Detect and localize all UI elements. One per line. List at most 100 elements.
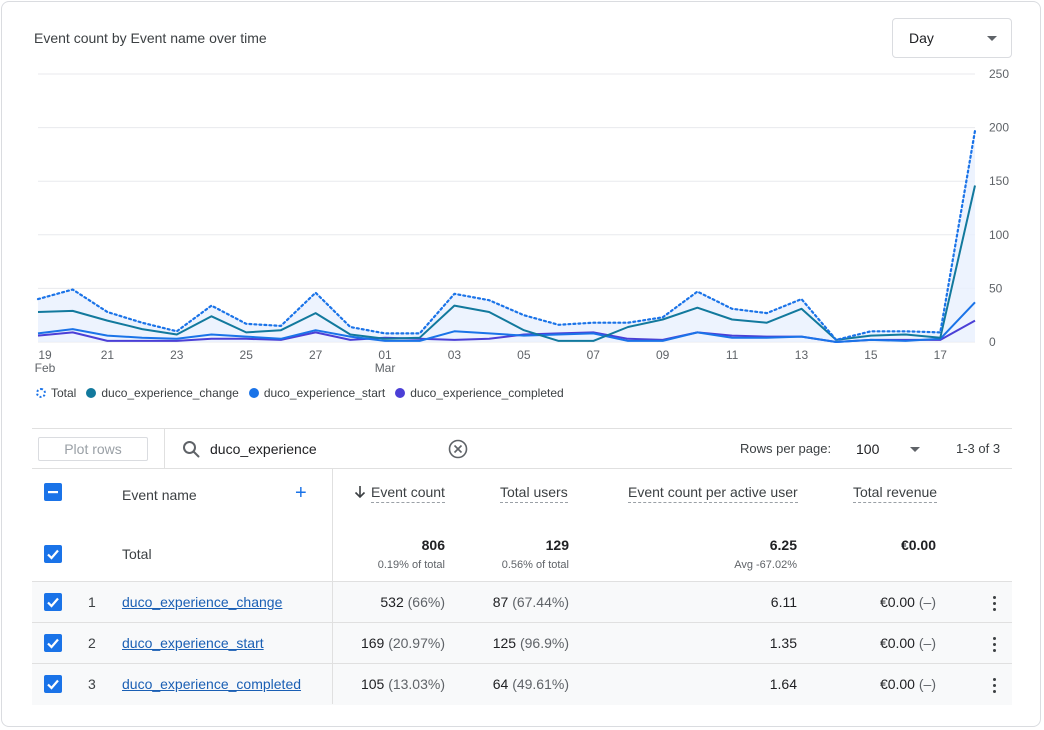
dimension-header[interactable]: Event name (122, 487, 197, 503)
event-name-link[interactable]: duco_experience_change (122, 594, 283, 610)
legend-swatch (395, 388, 406, 398)
more-vert-icon[interactable] (986, 672, 1002, 696)
x-tick-label: 03 (448, 348, 462, 362)
series-line-duco-experience-start (37, 301, 976, 343)
toolbar-divider (164, 429, 165, 469)
row-event-count: 532 (66%) (380, 594, 445, 610)
row-checkbox[interactable] (44, 634, 62, 652)
clear-search-icon[interactable] (448, 439, 468, 459)
rows-per-page-label: Rows per page: (740, 441, 832, 456)
totals-users-share: 0.56% of total (501, 559, 569, 571)
add-dimension-icon[interactable]: + (295, 482, 307, 504)
x-tick-label: 27 (309, 348, 323, 362)
checkmark-icon (47, 679, 59, 690)
total-area-fill (38, 130, 975, 342)
total-users-pct: (49.61%) (512, 676, 569, 692)
row-total-users: 125 (96.9%) (493, 635, 569, 651)
y-tick-label: 250 (989, 67, 1009, 81)
totals-checkbox[interactable] (44, 545, 62, 563)
time-granularity-select[interactable]: Day (892, 18, 1012, 58)
x-tick-label: 13 (795, 348, 809, 362)
plot-rows-button[interactable]: Plot rows (38, 437, 148, 461)
chevron-down-icon (910, 447, 920, 452)
row-total-users: 64 (49.61%) (493, 676, 569, 692)
rows-per-page-select[interactable]: 100 (854, 433, 920, 465)
totals-event-count: 806 (421, 537, 445, 553)
y-tick-label: 100 (989, 228, 1009, 242)
event-count-header[interactable]: Event count (371, 484, 445, 503)
table-row: 2 duco_experience_start 169 (20.97%) 125… (32, 622, 1012, 664)
more-vert-icon[interactable] (986, 631, 1002, 655)
row-event-count: 169 (20.97%) (361, 635, 445, 651)
revenue-value: €0.00 (879, 635, 915, 651)
select-all-checkbox[interactable] (44, 483, 62, 501)
event-count-pct: (13.03%) (388, 676, 445, 692)
revenue-pct: (–) (918, 676, 936, 692)
event-count-per-user-header[interactable]: Event count per active user (628, 484, 798, 503)
series-line-total (36, 129, 977, 341)
revenue-value: €0.00 (879, 676, 915, 692)
checkmark-icon (47, 597, 59, 608)
series-line-duco-experience-change (37, 185, 976, 342)
table-toolbar: Plot rows Rows per page: 100 1-3 of 3 (32, 428, 1012, 469)
x-tick-label: 09 (656, 348, 670, 362)
row-index: 1 (88, 594, 96, 610)
y-tick-label: 150 (989, 174, 1009, 188)
column-divider (332, 468, 333, 704)
x-tick-label: 23 (170, 348, 184, 362)
totals-per-user-avg: Avg -67.02% (734, 559, 797, 571)
table-row: 1 duco_experience_change 532 (66%) 87 (6… (32, 581, 1012, 623)
page-range: 1-3 of 3 (956, 441, 1001, 456)
x-tick-label: 11 (726, 348, 739, 362)
event-count-pct: (20.97%) (388, 635, 445, 651)
x-tick-label: 19 (38, 348, 52, 362)
chart-title: Event count by Event name over time (34, 30, 267, 46)
legend-item[interactable]: duco_experience_start (248, 386, 386, 400)
legend-label: duco_experience_start (263, 386, 386, 400)
chart-legend: Total duco_experience_change duco_experien… (36, 386, 574, 400)
row-index: 2 (88, 635, 96, 651)
total-revenue-header[interactable]: Total revenue (853, 484, 938, 503)
legend-swatch (86, 388, 97, 398)
y-tick-label: 200 (989, 121, 1009, 135)
event-count-pct: (66%) (407, 594, 445, 610)
event-name-link[interactable]: duco_experience_completed (122, 676, 302, 692)
row-checkbox[interactable] (44, 593, 62, 611)
x-tick-label: 01 (378, 348, 392, 362)
legend-label: duco_experience_change (101, 386, 239, 400)
table-row: 3 duco_experience_completed 105 (13.03%)… (32, 663, 1012, 705)
legend-item[interactable]: duco_experience_change (86, 386, 239, 400)
total-users-value: 64 (492, 676, 509, 692)
total-users-value: 125 (492, 635, 517, 651)
event-count-value: 169 (360, 635, 385, 651)
row-per-user: 1.64 (769, 676, 797, 692)
time-granularity-value: Day (909, 30, 934, 46)
x-tick-label: 05 (517, 348, 531, 362)
event-count-value: 532 (380, 594, 404, 610)
indeterminate-icon (48, 491, 58, 494)
total-users-header[interactable]: Total users (500, 484, 568, 503)
total-users-pct: (96.9%) (519, 635, 569, 651)
legend-item[interactable]: duco_experience_completed (395, 386, 564, 400)
total-users-pct: (67.44%) (512, 594, 569, 610)
legend-label: Total (51, 386, 77, 400)
row-checkbox[interactable] (44, 675, 62, 693)
more-vert-icon[interactable] (986, 590, 1002, 614)
x-tick-label: 15 (864, 348, 878, 362)
totals-event-count-share: 0.19% of total (377, 559, 445, 571)
legend-swatch (36, 388, 46, 398)
totals-users: 129 (545, 537, 569, 553)
row-total-users: 87 (67.44%) (493, 594, 569, 610)
totals-revenue: €0.00 (900, 537, 936, 553)
revenue-value: €0.00 (879, 594, 915, 610)
totals-label: Total (122, 546, 152, 562)
event-name-link[interactable]: duco_experience_start (122, 635, 264, 651)
x-tick-label: 07 (587, 348, 601, 362)
search-icon (183, 441, 200, 458)
row-event-count: 105 (13.03%) (361, 676, 445, 692)
legend-item[interactable]: Total (36, 386, 76, 400)
totals-per-user: 6.25 (769, 537, 797, 553)
search-input[interactable] (210, 438, 440, 460)
checkmark-icon (47, 638, 59, 649)
